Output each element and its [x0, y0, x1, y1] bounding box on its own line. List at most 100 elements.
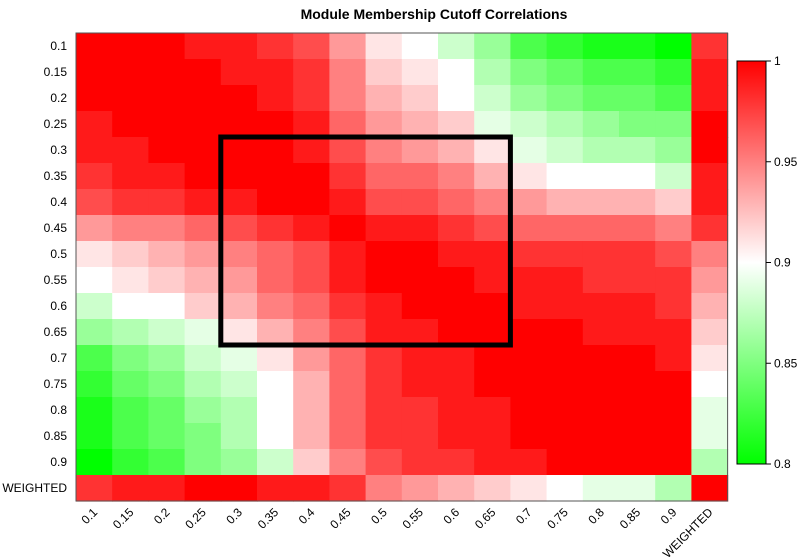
heatmap-cell: [76, 215, 113, 242]
heatmap-cell: [184, 449, 222, 476]
row-label: 0.65: [44, 325, 68, 339]
heatmap-cell: [76, 59, 113, 86]
heatmap-cell: [293, 59, 330, 86]
heatmap-cell: [510, 293, 548, 320]
heatmap-cell: [112, 85, 149, 112]
heatmap-cell: [546, 85, 584, 112]
column-label: 0.15: [110, 505, 137, 532]
heatmap-cell: [582, 215, 620, 242]
heatmap-cell: [220, 85, 258, 112]
heatmap-cell: [401, 475, 439, 502]
heatmap-cell: [220, 59, 258, 86]
heatmap-cell: [474, 241, 511, 268]
heatmap-cell: [655, 215, 692, 242]
heatmap-cell: [76, 475, 113, 502]
column-label: 0.55: [400, 505, 427, 532]
heatmap-cell: [691, 423, 729, 450]
heatmap-cell: [619, 137, 656, 164]
heatmap-cell: [184, 163, 222, 190]
chart-title: Module Membership Cutoff Correlations: [301, 6, 568, 22]
heatmap-cell: [438, 215, 475, 242]
heatmap-cell: [112, 449, 149, 476]
heatmap-cell: [655, 397, 692, 424]
heatmap-cell: [365, 137, 403, 164]
heatmap-cell: [365, 423, 403, 450]
row-label: 0.2: [50, 91, 67, 105]
heatmap-cell: [619, 215, 656, 242]
row-label: 0.7: [50, 351, 67, 365]
highlight-box: [218, 134, 513, 348]
heatmap-cell: [184, 423, 222, 450]
heatmap-cell: [220, 215, 258, 242]
column-label: 0.65: [472, 505, 499, 532]
heatmap-cell: [293, 449, 330, 476]
heatmap-cell: [401, 137, 439, 164]
heatmap-cell: [184, 85, 222, 112]
heatmap-cell: [438, 397, 475, 424]
row-label: 0.6: [50, 299, 67, 313]
heatmap-cell: [691, 371, 729, 398]
heatmap-cell: [220, 267, 258, 294]
heatmap-cell: [619, 371, 656, 398]
heatmap-cell: [582, 423, 620, 450]
heatmap-cell: [401, 319, 439, 346]
heatmap-cell: [546, 189, 584, 216]
heatmap-cell: [365, 397, 403, 424]
heatmap-cell: [510, 33, 548, 60]
heatmap-cell: [510, 189, 548, 216]
heatmap-cell: [329, 189, 367, 216]
row-label: WEIGHTED: [2, 481, 67, 495]
heatmap-cell: [546, 475, 584, 502]
colorbar-tick-label: 0.8: [774, 457, 791, 471]
heatmap-cell: [293, 423, 330, 450]
heatmap-cell: [293, 189, 330, 216]
heatmap-cell: [293, 371, 330, 398]
heatmap-cell: [112, 163, 149, 190]
heatmap-cell: [546, 345, 584, 372]
heatmap-cell: [76, 293, 113, 320]
heatmap-cell: [438, 449, 475, 476]
heatmap-cell: [691, 189, 729, 216]
heatmap-cell: [474, 189, 511, 216]
heatmap-cell: [257, 371, 294, 398]
row-label: 0.25: [44, 117, 68, 131]
heatmap-cell: [655, 241, 692, 268]
heatmap-cell: [655, 293, 692, 320]
heatmap-cell: [546, 423, 584, 450]
row-label: 0.4: [50, 195, 67, 209]
heatmap-cell: [257, 293, 294, 320]
row-label: 0.5: [50, 247, 67, 261]
heatmap-cell: [329, 397, 367, 424]
heatmap-cell: [438, 475, 475, 502]
heatmap-cell: [257, 241, 294, 268]
heatmap-cell: [220, 475, 258, 502]
heatmap-cell: [510, 163, 548, 190]
heatmap-cell: [619, 345, 656, 372]
heatmap-cell: [76, 189, 113, 216]
heatmap-cell: [510, 111, 548, 138]
heatmap-cell: [655, 345, 692, 372]
heatmap-cell: [655, 267, 692, 294]
heatmap-cell: [257, 215, 294, 242]
heatmap-cell: [655, 137, 692, 164]
heatmap-cell: [365, 215, 403, 242]
heatmap-cell: [582, 475, 620, 502]
heatmap-cell: [365, 319, 403, 346]
heatmap-cell: [112, 267, 149, 294]
heatmap-cell: [401, 371, 439, 398]
heatmap-cell: [691, 319, 729, 346]
heatmap-cell: [582, 371, 620, 398]
heatmap-cell: [220, 449, 258, 476]
heatmap-cell: [438, 371, 475, 398]
heatmap-cell: [112, 293, 149, 320]
heatmap-cell: [510, 241, 548, 268]
heatmap-cell: [655, 111, 692, 138]
heatmap-cell: [510, 215, 548, 242]
heatmap-cell: [582, 111, 620, 138]
row-label: 0.85: [44, 429, 68, 443]
heatmap-cell: [474, 267, 511, 294]
heatmap-cell: [293, 293, 330, 320]
heatmap-cell: [148, 111, 186, 138]
column-label: 0.1: [79, 505, 101, 527]
heatmap-cell: [365, 371, 403, 398]
